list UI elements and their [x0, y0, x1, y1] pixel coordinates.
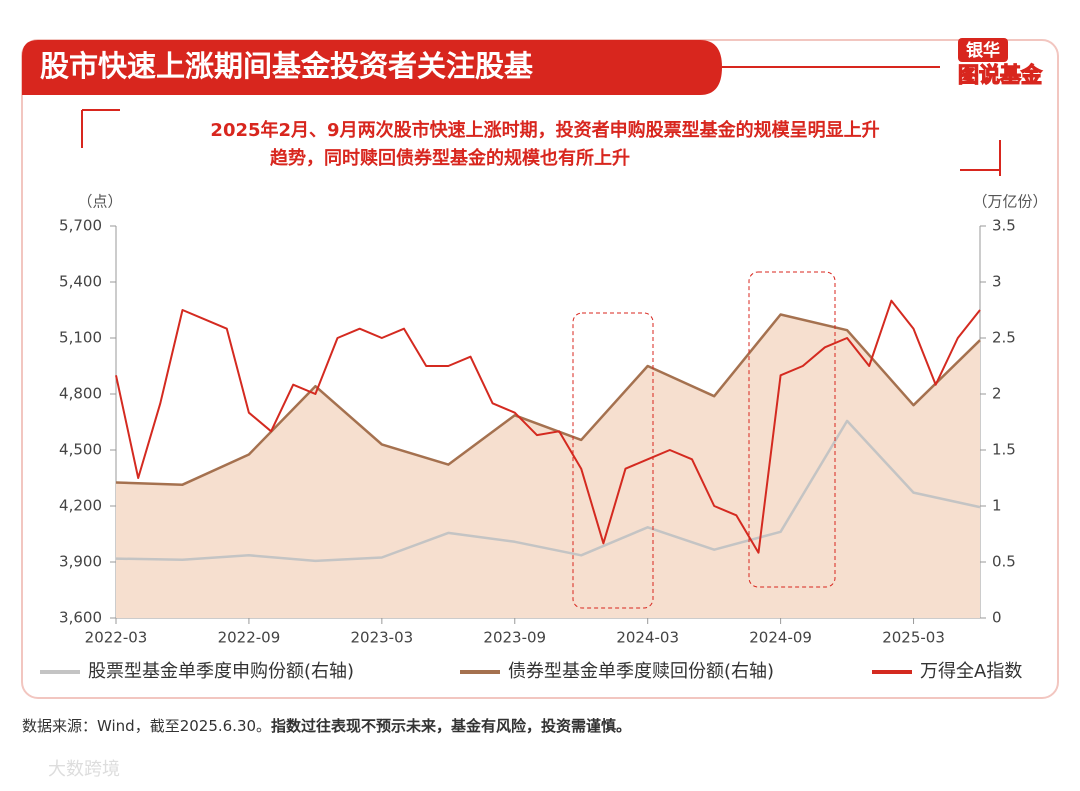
series-line: [115, 419, 981, 563]
x-tick-label: 2023-09: [483, 629, 546, 647]
area: [116, 314, 980, 618]
y2-tick-label: 2.5: [992, 329, 1016, 347]
corner-deco: [960, 140, 1001, 176]
y2-tick-label: 2: [992, 385, 1002, 403]
legend: 股票型基金单季度申购份额(右轴) 债券型基金单季度赎回份额(右轴) 万得全A指数: [40, 661, 1022, 682]
y-tick-label: 3,900: [59, 553, 102, 571]
subtitle-line: 趋势，同时赎回债券型基金的规模也有所上升: [270, 147, 630, 169]
x-tick-label: 2024-09: [749, 629, 812, 647]
series-line: [115, 313, 981, 486]
y2-tick-label: 3: [992, 273, 1002, 291]
y-tick-label: 4,200: [59, 497, 102, 515]
disclaimer: 指数过往表现不预示未来，基金有风险，投资需谨慎。: [271, 717, 631, 735]
x-tick-label: 2022-03: [85, 629, 148, 647]
legend-label: 股票型基金单季度申购份额(右轴): [88, 661, 354, 682]
y2-tick-label: 0.5: [992, 553, 1016, 571]
logo-box: [958, 38, 1008, 62]
y-tick-label: 3,600: [59, 609, 102, 627]
y2-tick-label: 0: [992, 609, 1002, 627]
y2-tick-label: 3.5: [992, 217, 1016, 235]
x-tick-label: 2023-03: [351, 629, 414, 647]
watermark: 大数跨境: [48, 759, 120, 780]
corner-deco: [81, 109, 120, 148]
x-tick-label: 2024-03: [616, 629, 679, 647]
series-line: [115, 299, 981, 554]
y-tick-label: 5,100: [59, 329, 102, 347]
y2-axis-label: （万亿份）: [972, 193, 1047, 211]
logo-top: 银华: [966, 40, 1000, 61]
title: 股市快速上涨期间基金投资者关注股基: [40, 49, 534, 83]
legend-label: 债券型基金单季度赎回份额(右轴): [508, 661, 774, 682]
y2-tick-label: 1: [992, 497, 1002, 515]
y-tick-label: 5,400: [59, 273, 102, 291]
subtitle-line: 2025年2月、9月两次股市快速上涨时期，投资者申购股票型基金的规模呈明显上升: [210, 119, 879, 141]
y2-tick-label: 1.5: [992, 441, 1016, 459]
plot: 3,600 3,900 4,200 4,500 4,800 5,100 5,400 5,700…: [59, 217, 1016, 647]
y-tick-label: 4,500: [59, 441, 102, 459]
y-tick-label: 4,800: [59, 385, 102, 403]
x-tick-label: 2022-09: [218, 629, 281, 647]
title-banner: [22, 40, 722, 95]
x-tick-label: 2025-03: [882, 629, 945, 647]
source: 数据来源：Wind，截至2025.6.30。: [22, 717, 271, 735]
highlight-box: [572, 312, 654, 609]
legend-label: 万得全A指数: [920, 661, 1022, 682]
y-tick-label: 5,700: [59, 217, 102, 235]
y-axis-label: （点）: [77, 193, 122, 211]
highlight-box: [748, 271, 836, 588]
logo-bottom: 图说基金: [958, 63, 1043, 87]
footer-source: 数据来源：Wind，截至2025.6.30。指数过往表现不预示未来，基金有风险，…: [22, 717, 631, 735]
